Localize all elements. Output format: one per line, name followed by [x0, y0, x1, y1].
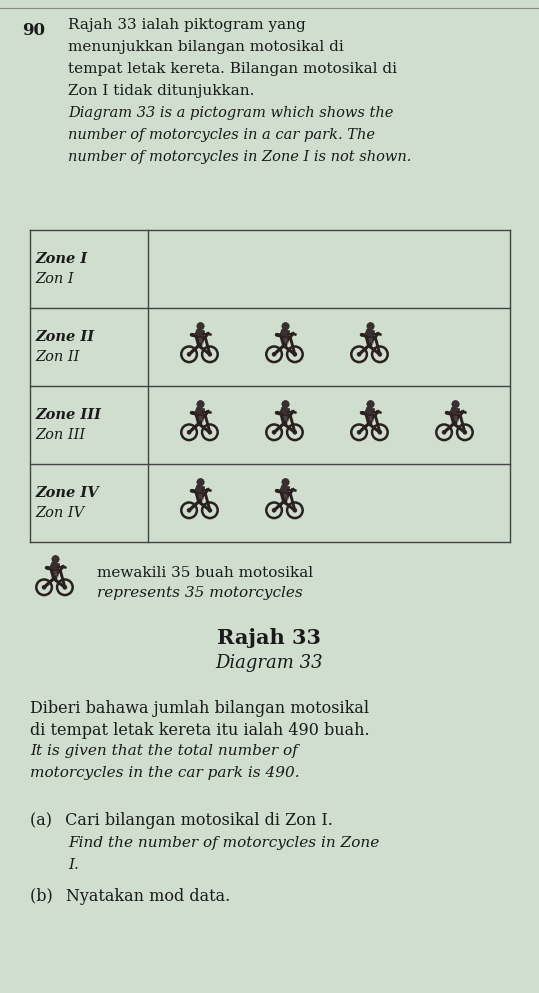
Circle shape [187, 508, 191, 512]
Circle shape [272, 508, 276, 512]
Text: 90: 90 [22, 22, 45, 39]
Text: number of motorcycles in a car park. The: number of motorcycles in a car park. The [68, 128, 375, 142]
Polygon shape [194, 407, 205, 415]
Polygon shape [283, 337, 288, 344]
Circle shape [42, 585, 46, 589]
Polygon shape [194, 486, 205, 494]
Polygon shape [198, 337, 203, 344]
Text: Rajah 33 ialah piktogram yang: Rajah 33 ialah piktogram yang [68, 18, 306, 32]
Circle shape [367, 323, 374, 330]
Text: Zon I: Zon I [35, 272, 74, 286]
Polygon shape [364, 407, 375, 415]
Text: Zon II: Zon II [35, 350, 79, 364]
Circle shape [282, 400, 289, 408]
Text: number of motorcycles in Zone I is not shown.: number of motorcycles in Zone I is not s… [68, 150, 411, 164]
Polygon shape [49, 562, 60, 570]
Circle shape [63, 585, 67, 589]
Text: tempat letak kereta. Bilangan motosikal di: tempat letak kereta. Bilangan motosikal … [68, 62, 397, 76]
Polygon shape [368, 415, 373, 421]
Text: Zone III: Zone III [35, 408, 101, 422]
Polygon shape [283, 494, 288, 499]
Text: (b)  Nyatakan mod data.: (b) Nyatakan mod data. [30, 888, 230, 905]
Polygon shape [364, 330, 375, 337]
Polygon shape [198, 494, 203, 499]
Circle shape [367, 400, 374, 408]
Circle shape [293, 353, 297, 356]
Circle shape [463, 430, 467, 434]
Circle shape [357, 430, 361, 434]
Text: motorcycles in the car park is 490.: motorcycles in the car park is 490. [30, 766, 300, 780]
Circle shape [378, 430, 382, 434]
Polygon shape [368, 337, 373, 344]
Circle shape [272, 353, 276, 356]
Circle shape [442, 430, 446, 434]
Text: represents 35 motorcycles: represents 35 motorcycles [97, 586, 303, 600]
Text: Zon III: Zon III [35, 428, 85, 442]
Circle shape [197, 400, 204, 408]
Text: I.: I. [68, 858, 79, 872]
Polygon shape [198, 415, 203, 421]
Circle shape [52, 555, 59, 563]
Polygon shape [283, 415, 288, 421]
Text: Zon IV: Zon IV [35, 506, 84, 520]
Circle shape [187, 353, 191, 356]
Circle shape [272, 430, 276, 434]
Text: di tempat letak kereta itu ialah 490 buah.: di tempat letak kereta itu ialah 490 bua… [30, 722, 370, 739]
Text: (a)  Cari bilangan motosikal di Zon I.: (a) Cari bilangan motosikal di Zon I. [30, 812, 333, 829]
Polygon shape [453, 415, 458, 421]
Text: menunjukkan bilangan motosikal di: menunjukkan bilangan motosikal di [68, 40, 344, 54]
Circle shape [378, 353, 382, 356]
Text: Rajah 33: Rajah 33 [217, 628, 321, 648]
Circle shape [208, 430, 212, 434]
Circle shape [187, 430, 191, 434]
Text: Diagram 33: Diagram 33 [215, 654, 323, 672]
Circle shape [293, 508, 297, 512]
Circle shape [357, 353, 361, 356]
Text: It is given that the total number of: It is given that the total number of [30, 744, 298, 758]
Polygon shape [279, 330, 289, 337]
Text: Find the number of motorcycles in Zone: Find the number of motorcycles in Zone [68, 836, 379, 850]
Text: mewakili 35 buah motosikal: mewakili 35 buah motosikal [97, 566, 313, 580]
Text: Zone II: Zone II [35, 330, 94, 344]
Text: Zone I: Zone I [35, 252, 87, 266]
Text: Diagram 33 is a pictogram which shows the: Diagram 33 is a pictogram which shows th… [68, 106, 393, 120]
Circle shape [197, 323, 204, 330]
Circle shape [282, 479, 289, 486]
Circle shape [208, 508, 212, 512]
Circle shape [197, 479, 204, 486]
Polygon shape [279, 486, 289, 494]
Text: Zon I tidak ditunjukkan.: Zon I tidak ditunjukkan. [68, 84, 254, 98]
Circle shape [282, 323, 289, 330]
Circle shape [293, 430, 297, 434]
Polygon shape [450, 407, 460, 415]
Polygon shape [279, 407, 289, 415]
Circle shape [452, 400, 459, 408]
Text: Zone IV: Zone IV [35, 486, 99, 500]
Text: Diberi bahawa jumlah bilangan motosikal: Diberi bahawa jumlah bilangan motosikal [30, 700, 369, 717]
Polygon shape [194, 330, 205, 337]
Circle shape [208, 353, 212, 356]
Polygon shape [53, 570, 58, 576]
